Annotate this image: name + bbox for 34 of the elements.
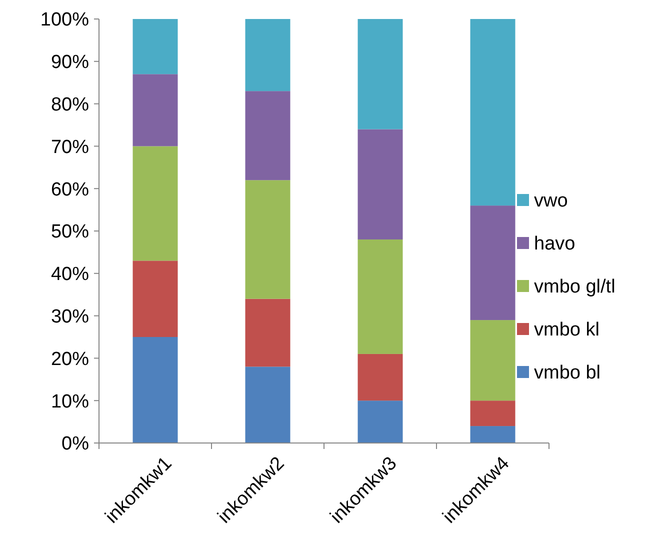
legend-label: vmbo gl/tl xyxy=(534,276,616,298)
y-tick-label: 90% xyxy=(50,52,90,74)
bar xyxy=(245,180,290,299)
bar xyxy=(470,426,516,443)
bar xyxy=(470,320,516,401)
y-tick-label: 10% xyxy=(50,391,90,412)
legend-label: havo xyxy=(534,234,576,255)
y-tick-label: 40% xyxy=(50,264,90,286)
legend-label: vwo xyxy=(534,190,568,212)
y-tick-label: 100% xyxy=(40,10,90,31)
y-tick-label: 50% xyxy=(50,222,90,243)
bar xyxy=(132,74,178,146)
bar xyxy=(358,400,403,443)
bar xyxy=(245,298,290,367)
bar xyxy=(358,354,403,401)
bar xyxy=(470,400,516,426)
bar xyxy=(358,19,403,130)
y-tick-label: 30% xyxy=(50,306,90,328)
legend-label: vmbo bl xyxy=(534,362,601,384)
y-tick-label: 70% xyxy=(50,136,90,158)
y-tick-label: 60% xyxy=(50,179,90,200)
bar xyxy=(132,146,178,261)
bar xyxy=(358,129,403,240)
bar xyxy=(245,19,290,92)
y-tick-label: 20% xyxy=(50,348,90,370)
bar xyxy=(245,91,290,180)
y-tick-label: 0% xyxy=(62,434,90,455)
bar xyxy=(132,260,178,337)
bar xyxy=(358,239,403,354)
bar xyxy=(245,366,290,443)
legend-label: vmbo kl xyxy=(534,320,600,341)
y-tick-label: 80% xyxy=(50,94,90,116)
bar xyxy=(132,337,178,443)
bar xyxy=(132,19,178,74)
